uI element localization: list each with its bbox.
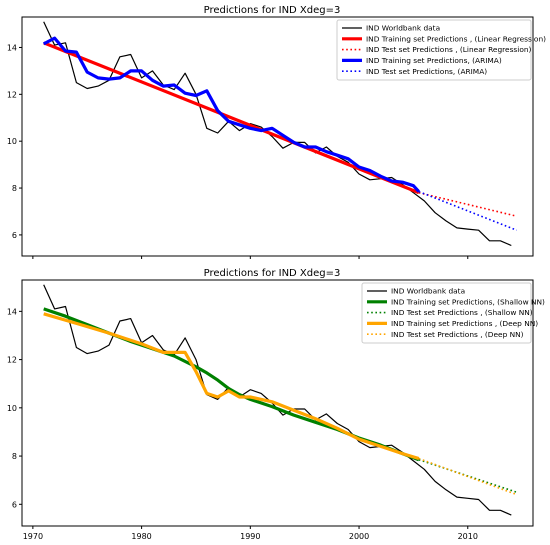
chart-top-legend-label: IND Test set Predictions , (Linear Regre… bbox=[366, 45, 532, 54]
chart-top-legend-label: IND Test set Predictions, (ARIMA) bbox=[366, 67, 487, 76]
chart-top-series bbox=[42, 21, 517, 247]
chart-bottom-xtick-label: 1990 bbox=[240, 532, 260, 541]
chart-top-series-1-line bbox=[43, 41, 420, 195]
chart-top-title: Predictions for IND Xdeg=3 bbox=[204, 5, 341, 16]
chart-top-ytick-label: 12 bbox=[7, 90, 17, 99]
chart-top-series-0-line bbox=[43, 21, 512, 247]
chart-bottom-series bbox=[43, 284, 517, 516]
chart-bottom: Predictions for IND Xdeg=3 6 8 10 12 14 1970 1… bbox=[7, 268, 545, 541]
chart-top-ytick-label: 6 bbox=[12, 231, 17, 240]
chart-top: Predictions for IND Xdeg=3 6 8 10 12 14 IND … bbox=[7, 5, 546, 259]
chart-top-ytick-label: 14 bbox=[7, 43, 17, 52]
chart-bottom-ytick-label: 8 bbox=[12, 452, 17, 461]
chart-top-legend-label: IND Training set Predictions, (ARIMA) bbox=[366, 56, 502, 65]
chart-bottom-legend-label: IND Test set Predictions , (Shallow NN) bbox=[391, 308, 533, 317]
chart-bottom-legend-box bbox=[361, 282, 532, 344]
chart-bottom-ytick-label: 14 bbox=[7, 307, 17, 316]
chart-bottom-legend-label: IND Training set Predictions , (Deep NN) bbox=[391, 319, 538, 328]
chart-bottom-legend-label: IND Test set Predictions , (Deep NN) bbox=[391, 330, 524, 339]
chart-bottom-xtick-label: 2000 bbox=[349, 532, 369, 541]
chart-top-series-3-line bbox=[42, 36, 420, 193]
chart-top-legend-label: IND Worldbank data bbox=[366, 24, 440, 33]
chart-top-series-4-line bbox=[418, 190, 517, 231]
chart-top-frame bbox=[21, 16, 534, 257]
chart-bottom-ytick-label: 10 bbox=[7, 404, 17, 413]
chart-bottom-frame bbox=[21, 279, 534, 527]
chart-top-legend-label: IND Training set Predictions , (Linear R… bbox=[366, 34, 546, 43]
chart-bottom-ticks: 6 8 10 12 14 1970 1980 1990 2000 2010 bbox=[7, 307, 478, 541]
chart-bottom-legend-label: IND Training set Predictions, (Shallow N… bbox=[391, 297, 545, 306]
chart-bottom-ytick-label: 12 bbox=[7, 356, 17, 365]
chart-bottom-xtick-label: 2010 bbox=[458, 532, 478, 541]
chart-bottom-series-3-line bbox=[43, 312, 420, 461]
chart-top-legend-box bbox=[336, 19, 532, 81]
chart-bottom-xtick-label: 1980 bbox=[131, 532, 151, 541]
chart-top-ytick-label: 8 bbox=[12, 184, 17, 193]
chart-top-series-2-line bbox=[418, 191, 517, 217]
chart-bottom-legend-label: IND Worldbank data bbox=[391, 287, 465, 296]
chart-bottom-title: Predictions for IND Xdeg=3 bbox=[204, 268, 341, 279]
chart-top-ticks: 6 8 10 12 14 bbox=[7, 43, 469, 259]
chart-top-ytick-label: 10 bbox=[7, 137, 17, 146]
chart-bottom-ytick-label: 6 bbox=[12, 500, 17, 509]
chart-bottom-series-4-line bbox=[418, 457, 517, 496]
chart-bottom-xtick-label: 1970 bbox=[23, 532, 43, 541]
